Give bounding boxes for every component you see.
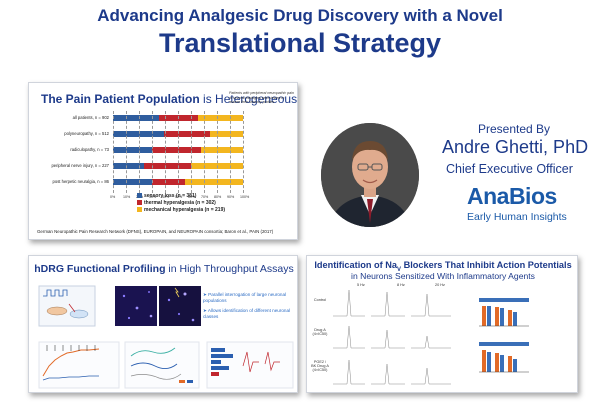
bar-segment	[190, 163, 243, 169]
assay-schematic-icon	[38, 285, 96, 327]
tick-label: 100%	[240, 195, 250, 199]
legend-label: mechanical hyperalgesia (n = 219)	[144, 207, 226, 213]
bar-segment	[144, 163, 191, 169]
nav-col-5hz: 5 Hz	[357, 283, 365, 287]
header-line-2: Translational Strategy	[158, 28, 442, 58]
tick-label: 30%	[149, 195, 157, 199]
grid-line	[126, 111, 127, 193]
legend-sensory-loss: sensory loss (n = 381)	[137, 193, 196, 199]
legend-label: thermal hyperalgesia (n = 302)	[144, 200, 216, 206]
bar-row-label: post herpetic neuralgia, n = 86	[52, 179, 109, 184]
bar-row-label: all patients, n = 902	[72, 115, 109, 120]
nav-col-8hz: 8 Hz	[397, 283, 405, 287]
bar-row-label: radiculopathy, n = 73	[70, 147, 109, 152]
nav-row-control: Control	[313, 298, 327, 302]
nav-title-part2: Blockers That Inhibit Action Potentials	[401, 260, 572, 270]
stacked-bar	[113, 163, 243, 169]
bar-segment	[184, 179, 243, 185]
legend-label: sensory loss (n = 381)	[144, 193, 197, 199]
nav-row-drug-a: Drug A (4×IC50)	[312, 328, 328, 336]
grid-line	[217, 111, 218, 193]
hdrg-bullet-1-text: Parallel interrogation of large neuronal…	[203, 292, 287, 303]
hdrg-title-rest: in High Throughput Assays	[165, 263, 294, 275]
nav-title-part1: Identification of Na	[314, 260, 397, 270]
nav-bar-plot-top-icon	[479, 298, 529, 327]
legend-thermal-hyperalgesia: thermal hyperalgesia (n = 302)	[137, 200, 216, 206]
response-heatmap-icon	[206, 341, 294, 389]
grid-line	[152, 111, 153, 193]
nav-row-pge2-drug-a: PGE2 / BK Drug A (4×IC50)	[311, 360, 329, 372]
tick-label: 40%	[162, 195, 170, 199]
grid-line	[113, 111, 114, 193]
hdrg-panel-title: hDRG Functional Profiling in High Throug…	[29, 263, 297, 275]
bar-segment	[113, 163, 145, 169]
tick-label: 0%	[110, 195, 116, 199]
stacked-bar	[113, 179, 243, 185]
stacked-bar	[113, 131, 243, 137]
presenter-portrait-icon	[321, 123, 419, 227]
nav-panel-title: Identification of NaV Blockers That Inhi…	[307, 260, 577, 273]
presenter-role: Chief Executive Officer	[446, 162, 573, 176]
presented-by-label: Presented By	[478, 122, 551, 136]
classification-plot-icon	[124, 341, 200, 389]
hdrg-title-bold: hDRG Functional Profiling	[34, 263, 166, 275]
grid-line	[165, 111, 166, 193]
bar-segment	[201, 147, 243, 153]
pain-panel-title-bold: The Pain Patient Population	[41, 92, 200, 106]
anabios-logo-tagline: Early Human Insights	[467, 211, 567, 223]
fluorescence-image-icon	[115, 286, 201, 326]
pain-panel-title-rest: is Heterogeneous	[199, 92, 298, 106]
bar-segment	[113, 147, 152, 153]
bar-segment	[113, 115, 159, 121]
pain-panel-title: The Pain Patient Population is Heterogen…	[41, 92, 297, 106]
bar-row-label: peripheral nerve injury, n = 227	[51, 163, 109, 168]
tick-label: 60%	[188, 195, 196, 199]
bar-segment	[152, 147, 202, 153]
bar-segment	[113, 131, 164, 137]
pain-panel-note: Patients with peripheral neuropathic pai…	[229, 91, 294, 105]
legend-swatch	[137, 200, 142, 206]
bar-segment	[210, 131, 243, 137]
nav-traces-figure	[333, 289, 529, 385]
grid-line	[139, 111, 140, 193]
nav-col-20hz: 20 Hz	[435, 283, 445, 287]
grid-line	[204, 111, 205, 193]
nav-panel-subtitle: in Neurons Sensitized With Inflammatory …	[351, 271, 535, 281]
anabios-logo: AnaBios	[467, 183, 557, 209]
hdrg-bullet-2: ➤ Allows identification of different neu…	[203, 308, 291, 319]
bar-segment	[152, 179, 185, 185]
nav-blockers-panel: Identification of NaV Blockers That Inhi…	[306, 255, 578, 393]
grid-line	[191, 111, 192, 193]
bar-segment	[197, 115, 243, 121]
tick-label: 50%	[175, 195, 183, 199]
legend-swatch	[137, 207, 142, 213]
bar-segment	[113, 179, 152, 185]
nav-bar-plot-bottom-icon	[479, 342, 529, 373]
tick-label: 70%	[201, 195, 209, 199]
presenter-name: Andre Ghetti, PhD	[442, 137, 589, 157]
bar-segment	[163, 131, 211, 137]
pain-population-panel: The Pain Patient Population is Heterogen…	[28, 82, 298, 240]
bar-row-label: polyneuropathy, n = 512	[64, 131, 109, 136]
stacked-bar	[113, 147, 243, 153]
pain-panel-citation: German Neuropathic Pain Research Network…	[37, 229, 274, 234]
grid-line	[230, 111, 231, 193]
nav-title-subscript: V	[397, 266, 402, 273]
legend-mechanical-hyperalgesia: mechanical hyperalgesia (n = 219)	[137, 207, 225, 213]
legend-swatch	[137, 193, 142, 199]
presenter-photo	[321, 123, 419, 227]
grid-line	[243, 111, 244, 193]
tick-label: 90%	[227, 195, 235, 199]
hdrg-profiling-panel: hDRG Functional Profiling in High Throug…	[28, 255, 298, 393]
grid-line	[178, 111, 179, 193]
hdrg-figure	[38, 285, 294, 389]
tick-label: 10%	[123, 195, 131, 199]
hdrg-bullet-2-text: Allows identification of different neuro…	[203, 308, 291, 319]
hdrg-bullet-1: ➤ Parallel interrogation of large neuron…	[203, 292, 287, 303]
header-line-1: Advancing Analgesic Drug Discovery with …	[97, 6, 503, 25]
tick-label: 80%	[214, 195, 222, 199]
ap-trace-plot-icon	[38, 341, 120, 389]
